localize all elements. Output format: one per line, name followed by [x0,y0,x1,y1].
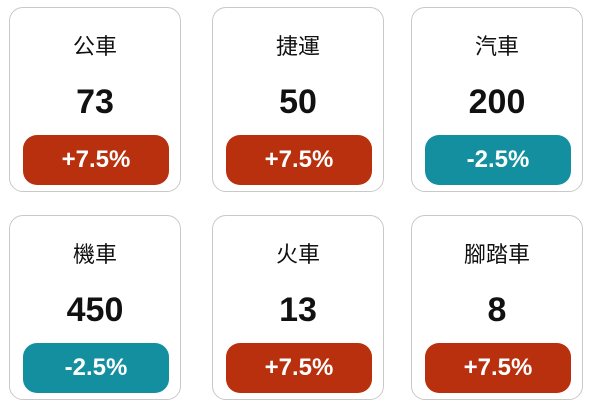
change-badge: +7.5% [425,343,571,393]
card-value: 50 [279,83,317,121]
change-badge: +7.5% [23,135,169,185]
card-label: 捷運 [275,35,320,60]
card-value: 200 [468,83,526,121]
change-badge: -2.5% [425,135,571,185]
card-label: 腳踏車 [463,243,530,268]
card-value: 13 [279,291,317,329]
change-badge: +7.5% [226,343,372,393]
stat-card-scooter: 機車 450 -2.5% [9,215,181,400]
stat-card-bus: 公車 73 +7.5% [9,7,181,192]
card-value: 450 [66,291,124,329]
card-value: 73 [76,83,114,121]
card-label: 汽車 [474,35,519,60]
change-badge: -2.5% [23,343,169,393]
stat-card-metro: 捷運 50 +7.5% [212,7,384,192]
change-badge: +7.5% [226,135,372,185]
card-label: 火車 [275,243,320,268]
card-label: 機車 [72,243,117,268]
stat-card-bicycle: 腳踏車 8 +7.5% [411,215,583,400]
stat-card-car: 汽車 200 -2.5% [411,7,583,192]
card-value: 8 [487,291,507,329]
stat-card-train: 火車 13 +7.5% [212,215,384,400]
card-label: 公車 [72,35,117,60]
